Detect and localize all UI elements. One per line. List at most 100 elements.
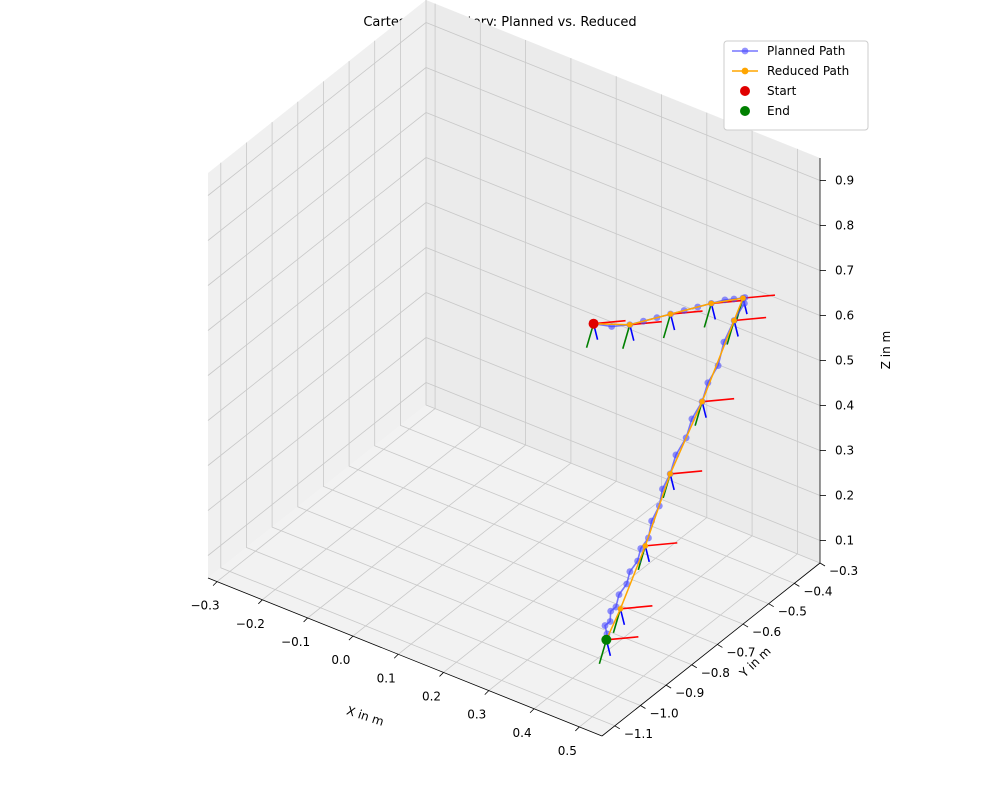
z-axis-label: Z in m	[879, 331, 893, 369]
z-tick-label: 0.7	[835, 264, 854, 278]
tick-labels: −0.3 −0.2 −0.1 0.0 0.1 0.2 0.3 0.4 0.5 −1.1 −1.0 −0…	[190, 174, 858, 758]
x-tick-mark	[258, 599, 263, 605]
z-grid-line	[207, 337, 821, 511]
reduced-point	[626, 321, 633, 328]
x-tick-label: 0.0	[331, 653, 350, 667]
x-tick-label: 0.4	[513, 726, 532, 740]
y-grid-line	[271, 122, 667, 686]
legend-marker	[741, 47, 749, 55]
reduced-point	[740, 295, 746, 301]
frame-x-arrow	[645, 542, 678, 547]
planned-point	[637, 545, 645, 552]
reduced-point	[708, 300, 715, 307]
y-tick-mark	[742, 623, 749, 628]
x-axis-label: X in m	[345, 704, 386, 729]
z-tick-label: 0.4	[835, 399, 854, 413]
z-tick-label: 0.2	[835, 489, 854, 503]
end-point	[601, 634, 612, 645]
y-tick-label: −0.9	[675, 686, 704, 700]
z-tick-label: 0.6	[835, 309, 854, 323]
x-tick-label: −0.1	[281, 635, 310, 649]
y-tick-mark	[717, 644, 723, 648]
y-tick-label: −0.8	[701, 666, 730, 680]
x-tick-label: −0.2	[236, 617, 265, 631]
series-layer	[588, 294, 749, 645]
z-grid-line	[207, 112, 821, 286]
z-tick-label: 0.5	[835, 354, 854, 368]
x-axis-line	[207, 577, 603, 737]
legend-label: End	[767, 104, 790, 118]
planned-point	[612, 603, 620, 611]
frame-x-arrow	[734, 316, 767, 322]
y-tick-label: −0.6	[752, 625, 781, 639]
planned-point	[615, 591, 623, 599]
y-tick-mark	[614, 725, 621, 730]
frame-y-arrow	[703, 303, 713, 328]
z-grid-line	[207, 292, 821, 466]
y-tick-label: −0.7	[726, 645, 755, 659]
x-tick-mark	[484, 690, 490, 695]
grid-lines	[207, 0, 821, 728]
x-tick-label: 0.2	[422, 689, 441, 703]
z-grid-line	[207, 382, 821, 556]
x-tick-mark	[303, 617, 308, 623]
x-tick-label: 0.1	[377, 671, 396, 685]
legend-marker	[741, 67, 749, 75]
y-tick-mark	[691, 664, 697, 669]
z-grid-line	[207, 67, 821, 241]
z-tick-label: 0.9	[835, 174, 854, 188]
y-tick-label: −1.0	[649, 706, 678, 720]
z-grid-line	[207, 157, 821, 331]
planned-point	[623, 580, 631, 588]
y-grid-line	[246, 142, 641, 706]
planned-point	[601, 622, 609, 629]
x-tick-mark	[393, 653, 399, 659]
y-tick-label: −0.3	[829, 564, 858, 578]
y-tick-label: −0.4	[803, 584, 832, 598]
x-tick-mark	[439, 672, 444, 677]
y-grid-line	[297, 101, 692, 666]
planned-point	[626, 568, 634, 575]
legend-label: Start	[767, 84, 797, 98]
z-grid-line	[207, 22, 821, 196]
y-grid-line	[399, 20, 795, 584]
legend-marker	[740, 86, 750, 96]
planned-point	[740, 299, 748, 307]
frame-x-arrow	[702, 397, 735, 403]
legend-box	[723, 40, 869, 131]
y-grid-line	[220, 162, 615, 727]
y-tick-mark	[768, 603, 774, 608]
y-grid-line	[374, 40, 769, 605]
y-grid-line	[425, 0, 821, 564]
legend-label: Reduced Path	[767, 64, 849, 78]
x-tick-label: −0.3	[190, 599, 219, 613]
x-tick-mark	[529, 708, 535, 714]
planned-point	[607, 607, 615, 615]
y-grid-line	[348, 61, 744, 625]
z-tick-label: 0.3	[835, 444, 854, 458]
planned-point	[606, 618, 614, 625]
frame-x-arrow	[620, 605, 653, 610]
x-tick-label: 0.3	[467, 708, 486, 722]
y-tick-label: −0.5	[778, 605, 807, 619]
y-tick-label: −1.1	[624, 727, 653, 741]
x-tick-mark	[212, 581, 218, 586]
y-axis-line	[601, 562, 821, 737]
z-grid-line	[207, 247, 821, 421]
y-tick-mark	[819, 562, 826, 567]
frame-x-arrow	[670, 470, 703, 475]
x-tick-mark	[575, 726, 580, 732]
y-tick-mark	[794, 583, 800, 587]
y-tick-mark	[665, 684, 672, 689]
z-grid-line	[207, 202, 821, 376]
reduced-point	[667, 311, 674, 317]
reduced-point	[642, 543, 649, 549]
legend-marker	[740, 106, 750, 116]
floor-pane	[208, 405, 820, 736]
frame-y-arrow	[662, 313, 672, 339]
x-tick-label: 0.5	[558, 744, 577, 758]
reduced-point	[667, 471, 673, 477]
y-tick-mark	[640, 705, 646, 709]
frame-x-arrow	[606, 636, 639, 641]
